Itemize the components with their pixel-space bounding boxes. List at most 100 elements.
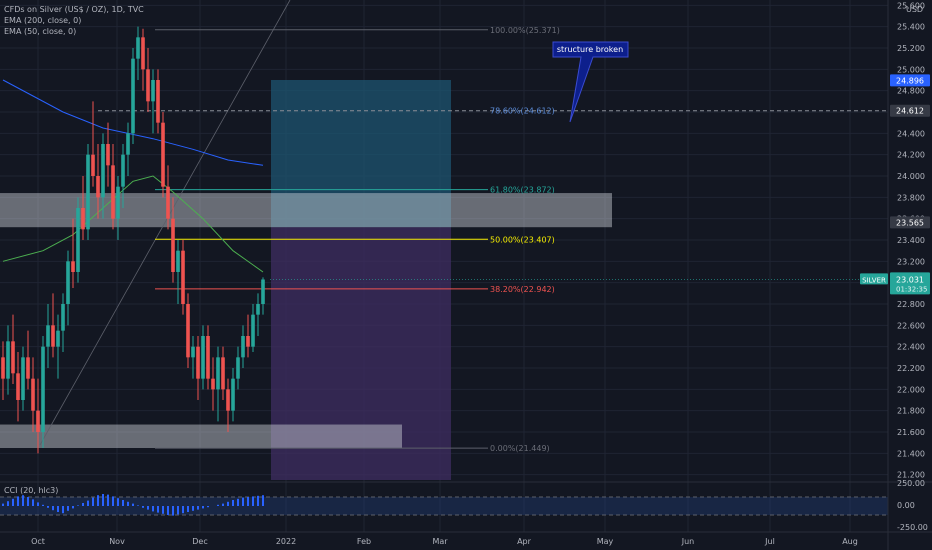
fib-label-level_50: 50.00%(23.407) bbox=[490, 235, 555, 244]
candle-body bbox=[231, 378, 235, 411]
stop-zone bbox=[271, 227, 451, 480]
price-tick: 21.400 bbox=[897, 449, 925, 458]
symbol-tag-bg bbox=[860, 273, 888, 285]
ema200-price-tag-bg bbox=[890, 74, 930, 87]
ema50-price-tag-bg bbox=[890, 216, 930, 229]
time-tick: Aug bbox=[842, 537, 858, 546]
candle-body bbox=[201, 336, 205, 379]
candle-body bbox=[16, 373, 20, 400]
fib-label-level_100: 100.00%(25.371) bbox=[490, 26, 560, 35]
ema200-price-tag: 24.896 bbox=[896, 76, 924, 85]
candle-body bbox=[11, 341, 15, 374]
candle-body bbox=[71, 261, 75, 272]
price-tick: 22.200 bbox=[897, 364, 925, 373]
candle-body bbox=[51, 325, 55, 347]
candle-body bbox=[81, 208, 85, 230]
price-tick: 22.800 bbox=[897, 300, 925, 309]
supply-zone bbox=[0, 193, 612, 228]
price-tick: 23.800 bbox=[897, 193, 925, 202]
candle-body bbox=[226, 389, 230, 411]
last-price-tag-bg bbox=[890, 272, 930, 295]
candle-body bbox=[21, 357, 25, 400]
candle-body bbox=[261, 279, 265, 304]
candle-body bbox=[116, 186, 120, 219]
candle-body bbox=[66, 261, 70, 304]
chart-legend: CFDs on Silver (US$ / OZ), 1D, TVC EMA (… bbox=[4, 4, 144, 37]
candle-body bbox=[96, 176, 100, 198]
price-tick: 23.200 bbox=[897, 257, 925, 266]
candle-body bbox=[1, 357, 5, 379]
time-tick: Feb bbox=[357, 537, 371, 546]
candle-body bbox=[61, 304, 65, 331]
candle-body bbox=[256, 304, 260, 315]
candle-body bbox=[146, 69, 150, 102]
price-tick: 21.600 bbox=[897, 428, 925, 437]
candle-body bbox=[191, 346, 195, 358]
level-price-tag-bg bbox=[890, 104, 930, 117]
time-tick: Nov bbox=[109, 537, 125, 546]
trend-line bbox=[39, 0, 291, 446]
time-tick: 2022 bbox=[276, 537, 296, 546]
candle-body bbox=[241, 336, 245, 358]
candle-body bbox=[196, 346, 200, 379]
price-tick: 21.800 bbox=[897, 407, 925, 416]
candle-body bbox=[166, 186, 170, 219]
symbol-title[interactable]: CFDs on Silver (US$ / OZ), 1D, TVC bbox=[4, 5, 144, 14]
candle-body bbox=[206, 336, 210, 379]
candle-body bbox=[91, 154, 95, 176]
candle-body bbox=[41, 346, 45, 432]
fib-label-level_786: 78.60%(24.612) bbox=[490, 107, 555, 116]
candle-body bbox=[121, 154, 125, 187]
time-tick: Mar bbox=[432, 537, 448, 546]
candle-body bbox=[176, 250, 180, 272]
time-tick: May bbox=[597, 537, 614, 546]
time-tick: Oct bbox=[31, 537, 45, 546]
price-tick: 25.400 bbox=[897, 23, 925, 32]
candle-body bbox=[136, 37, 140, 59]
candle-body bbox=[141, 37, 145, 70]
price-tick: 21.200 bbox=[897, 471, 925, 480]
price-tick: 22.600 bbox=[897, 321, 925, 330]
demand-zone bbox=[0, 424, 402, 448]
candle-body bbox=[251, 314, 255, 347]
time-tick: Dec bbox=[192, 537, 207, 546]
price-tick: 24.200 bbox=[897, 151, 925, 160]
candle-body bbox=[171, 218, 175, 272]
price-tick: 25.600 bbox=[897, 1, 925, 10]
price-tick: 24.800 bbox=[897, 87, 925, 96]
cci-tick: -250.00 bbox=[897, 523, 928, 532]
candle-body bbox=[151, 80, 155, 102]
price-tick: 25.200 bbox=[897, 44, 925, 53]
candle-body bbox=[26, 357, 30, 379]
candle-body bbox=[236, 357, 240, 379]
callout-text: structure broken bbox=[557, 45, 623, 54]
target-zone bbox=[271, 80, 451, 228]
price-tick: 22.000 bbox=[897, 385, 925, 394]
price-tick: 22.400 bbox=[897, 343, 925, 352]
candle-body bbox=[6, 341, 10, 379]
candle-body bbox=[181, 250, 185, 304]
candle-body bbox=[56, 330, 60, 347]
candle-body bbox=[131, 58, 135, 134]
ema50-price-tag: 23.565 bbox=[896, 218, 924, 227]
ema200-line bbox=[2, 79, 264, 166]
ema50-legend[interactable]: EMA (50, close, 0) bbox=[4, 27, 77, 36]
level-price-tag: 24.612 bbox=[896, 107, 924, 116]
candle-body bbox=[161, 122, 165, 187]
candle-body bbox=[156, 80, 160, 123]
candle-body bbox=[186, 304, 190, 358]
cci-band bbox=[0, 497, 888, 515]
candle-body bbox=[46, 325, 50, 347]
cci-label: CCI (20, hlc3) bbox=[4, 486, 58, 495]
candle-body bbox=[101, 144, 105, 198]
price-tick: 24.400 bbox=[897, 129, 925, 138]
fib-label-level_618: 61.80%(23.872) bbox=[490, 186, 555, 195]
candle-body bbox=[211, 378, 215, 390]
ema200-legend[interactable]: EMA (200, close, 0) bbox=[4, 16, 82, 25]
candle-body bbox=[36, 410, 40, 432]
time-tick: Jul bbox=[764, 537, 775, 546]
candle-body bbox=[76, 208, 80, 272]
countdown-tag: 01:32:35 bbox=[896, 285, 927, 293]
